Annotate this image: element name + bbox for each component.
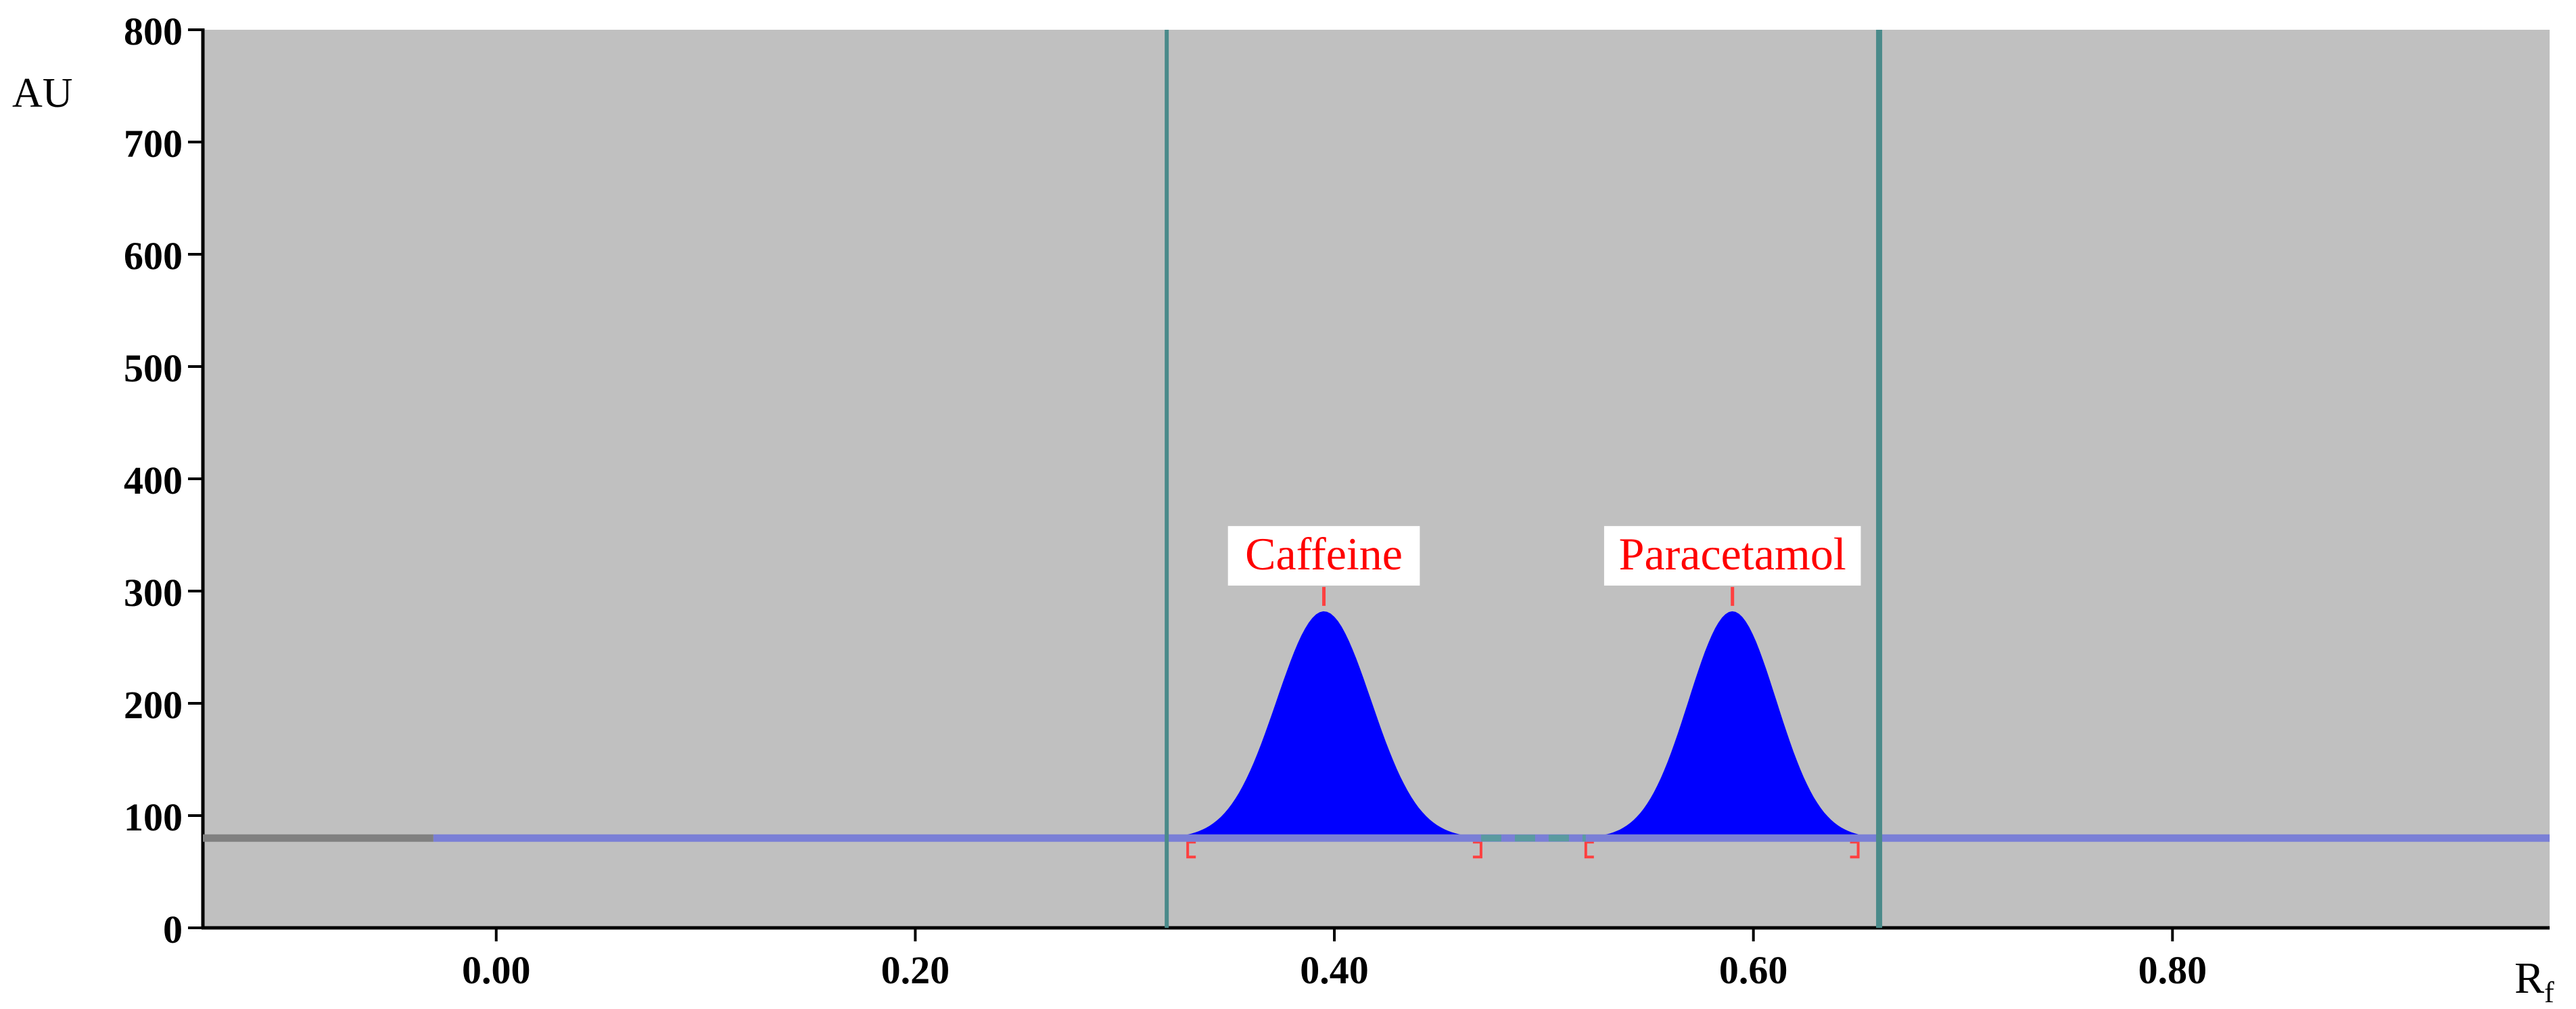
peak-end-bracket [1472, 841, 1482, 859]
y-tick-label: 300 [124, 571, 183, 615]
peak-start-bracket [1186, 841, 1196, 859]
x-tick-label: 0.40 [1300, 948, 1369, 992]
x-axis-label-main: R [2514, 954, 2544, 1003]
peak-start-bracket [1584, 841, 1594, 859]
y-tick-label: 500 [124, 346, 183, 390]
y-tick-label: 800 [124, 9, 183, 53]
y-tick-label: 400 [124, 459, 183, 502]
x-tick-label: 0.80 [2138, 948, 2207, 992]
peak-area [1188, 611, 1481, 839]
x-axis-label-sub: f [2544, 976, 2554, 1009]
y-tick-label: 600 [124, 234, 183, 278]
x-axis-label: Rf [2514, 954, 2554, 1009]
x-tick-label: 0.00 [462, 948, 531, 992]
reference-lines [203, 30, 2550, 928]
peak-end-bracket [1850, 841, 1860, 859]
peak-label-box [1603, 525, 1861, 586]
peak-area [1585, 611, 1858, 839]
y-tick-label: 700 [124, 122, 183, 166]
y-axis: 0 100 200 300 400 500 600 700 800 [124, 9, 205, 952]
y-axis-label: AU [12, 70, 73, 116]
peak-label: Caffeine [1245, 528, 1403, 580]
x-tick-label: 0.20 [881, 948, 950, 992]
x-axis: 0.00 0.20 0.40 0.60 0.80 [202, 926, 2550, 992]
y-tick-label: 0 [163, 908, 183, 952]
peaks: Caffeine Paracetamol [1186, 525, 1861, 859]
x-tick-label: 0.60 [1719, 948, 1788, 992]
y-tick-label: 100 [124, 795, 183, 839]
peak-label-box [1227, 525, 1420, 586]
y-tick-label: 200 [124, 683, 183, 727]
peak-label: Paracetamol [1619, 528, 1846, 580]
